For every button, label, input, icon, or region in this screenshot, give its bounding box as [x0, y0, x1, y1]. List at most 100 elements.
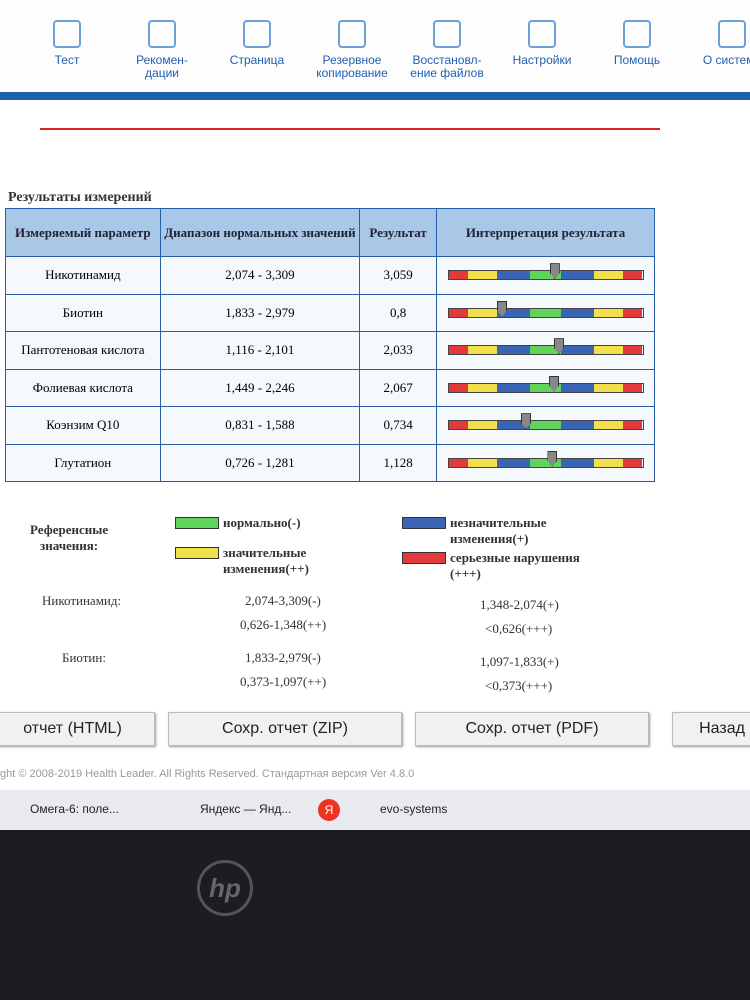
table-cell: Коэнзим Q10: [5, 406, 161, 445]
toolbar: Тест Рекомен- дации Страница Резервное копи…: [0, 0, 750, 100]
nav-icon: [53, 20, 81, 48]
scale-marker: [547, 450, 558, 467]
nav-item[interactable]: Тест: [22, 0, 112, 67]
button[interactable]: отчет (HTML): [0, 712, 155, 746]
scale-segment: [529, 271, 562, 280]
nav-item[interactable]: Рекомен- дации: [117, 0, 207, 80]
legend-swatch: [402, 517, 446, 529]
scale-segment: [467, 346, 498, 355]
table-cell: 1,449 - 2,246: [159, 368, 361, 407]
scale-segment: [593, 346, 624, 355]
scale-segment: [593, 383, 624, 392]
scale-segment: [529, 458, 562, 467]
reference-value: <0,626(+++): [485, 621, 553, 636]
scale-segment: [623, 308, 643, 317]
table-row: Фолиевая кислота 1,449 - 2,246 2,067: [5, 368, 655, 407]
interpretation-cell: [436, 293, 655, 332]
scale-segment: [593, 458, 624, 467]
table-row: Никотинамид 2,074 - 3,309 3,059: [5, 256, 655, 295]
table-row: Биотин 1,833 - 2,979 0,8: [5, 293, 655, 332]
reference-value: 0,373-1,097(++): [240, 674, 327, 689]
table-cell: 0,8: [359, 293, 438, 332]
scale-bar: [447, 375, 644, 393]
scale-segment: [497, 346, 530, 355]
table-row: Глутатион 0,726 - 1,281 1,128: [5, 443, 655, 482]
logo: hp: [197, 860, 253, 916]
interpretation-cell: [436, 406, 655, 445]
scale-segment: [561, 308, 594, 317]
scale-marker: [549, 375, 560, 392]
scale-marker: [549, 263, 560, 280]
nav-icon: [338, 20, 366, 48]
laptop-bezel: hp: [0, 830, 750, 1000]
button[interactable]: Сохр. отчет (ZIP): [168, 712, 402, 746]
legend-label: нормально(-): [223, 515, 301, 530]
table-cell: 3,059: [359, 256, 438, 295]
scale-segment: [467, 383, 498, 392]
table-cell: 1,116 - 2,101: [159, 331, 361, 370]
nav-item[interactable]: Резервное копирование: [307, 0, 397, 80]
table-cell: Пантотеновая кислота: [5, 331, 161, 370]
scale-segment: [497, 308, 530, 317]
reference-name: Биотин:: [62, 650, 106, 665]
nav-item[interactable]: Восстановл- ение файлов: [402, 0, 492, 80]
nav-label: Помощь: [613, 53, 661, 67]
scale-segment: [593, 421, 624, 430]
scale-segment: [561, 421, 594, 430]
scale-segment: [467, 308, 498, 317]
reference-value: 2,074-3,309(-): [245, 593, 321, 608]
taskbar-item[interactable]: Яндекс — Янд...: [200, 802, 292, 816]
scale-segment: [529, 383, 562, 392]
nav-icon: [623, 20, 651, 48]
button[interactable]: Назад: [672, 712, 750, 746]
nav-icon: [243, 20, 271, 48]
table-row: Коэнзим Q10 0,831 - 1,588 0,734: [5, 406, 655, 445]
nav-label: О системе: [702, 53, 750, 67]
reference-value: 1,348-2,074(+): [480, 597, 559, 612]
legend-swatch: [402, 552, 446, 564]
reference-value: <0,373(+++): [485, 678, 553, 693]
scale-segment: [448, 458, 468, 467]
taskbar-item[interactable]: evo-systems: [380, 802, 448, 816]
reference-value: 1,833-2,979(-): [245, 650, 321, 665]
scale-bar: [447, 450, 644, 468]
scale-segment: [497, 271, 530, 280]
scale-segment: [623, 383, 643, 392]
nav-icon: [718, 20, 746, 48]
nav-icon: [433, 20, 461, 48]
table-cell: Фолиевая кислота: [5, 368, 161, 407]
taskbar-item[interactable]: Я: [318, 799, 340, 821]
scale-segment: [529, 346, 562, 355]
interpretation-cell: [436, 256, 655, 295]
scale-segment: [561, 271, 594, 280]
reference-name: Никотинамид:: [42, 593, 122, 608]
legend-label: значительные изменения(++): [223, 545, 309, 576]
interpretation-cell: [436, 331, 655, 370]
table-cell: Никотинамид: [5, 256, 161, 295]
legend-swatch: [175, 547, 219, 559]
legend-label: серьезные нарушения (+++): [450, 550, 580, 581]
scale-segment: [497, 383, 530, 392]
scale-segment: [448, 308, 468, 317]
scale-segment: [448, 421, 468, 430]
nav-icon: [528, 20, 556, 48]
scale-segment: [467, 458, 498, 467]
scale-segment: [467, 271, 498, 280]
button[interactable]: Сохр. отчет (PDF): [415, 712, 649, 746]
nav-item[interactable]: Помощь: [592, 0, 682, 67]
table-cell: 1,833 - 2,979: [159, 293, 361, 332]
table-cell: 2,067: [359, 368, 438, 407]
nav-item[interactable]: Настройки: [497, 0, 587, 67]
divider: [40, 128, 660, 130]
nav-label: Тест: [54, 53, 80, 67]
nav-label: Резервное копирование: [316, 53, 388, 80]
nav-item[interactable]: Страница: [212, 0, 302, 67]
scale-segment: [467, 421, 498, 430]
nav-label: Настройки: [512, 53, 572, 67]
interpretation-cell: [436, 443, 655, 482]
nav-item[interactable]: О системе: [687, 0, 750, 67]
scale-bar: [447, 338, 644, 356]
taskbar-item[interactable]: Омега-6: поле...: [30, 802, 119, 816]
scale-marker: [521, 413, 532, 430]
scale-segment: [529, 421, 562, 430]
